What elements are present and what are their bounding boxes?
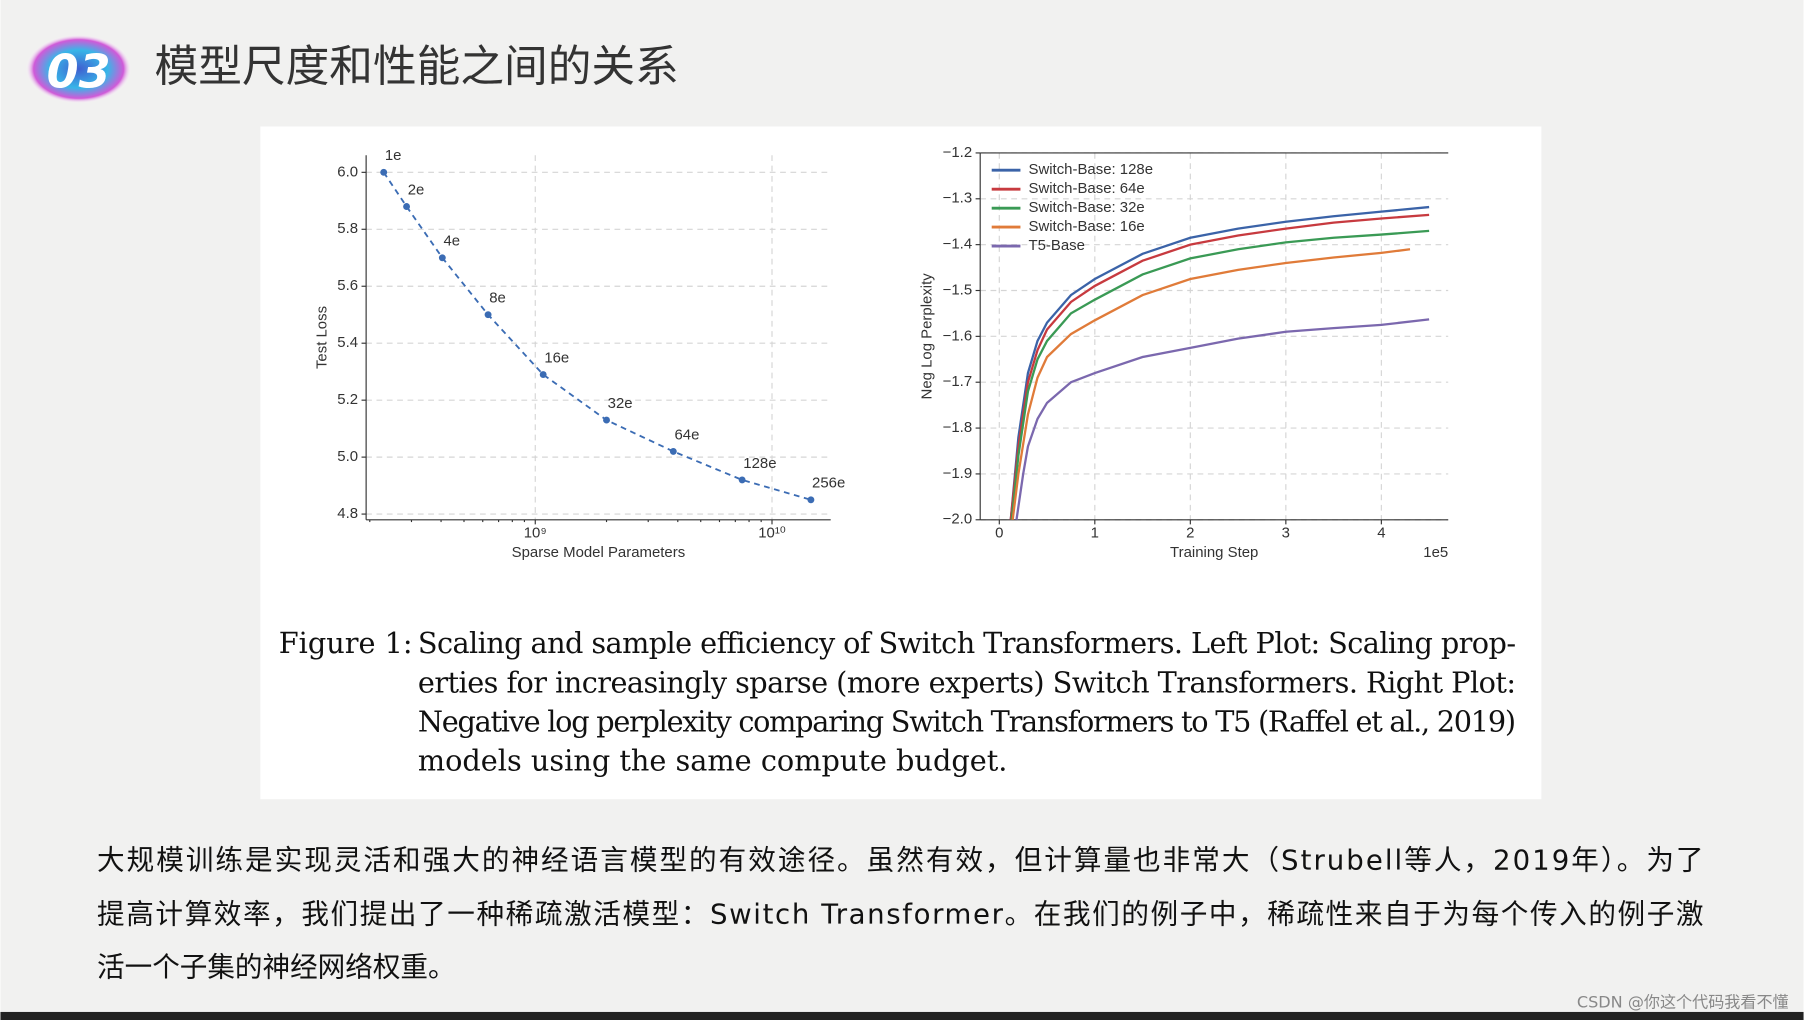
y-tick-label: −1.2 <box>943 144 973 161</box>
point-label: 4e <box>443 233 460 250</box>
y-tick-label: 5.2 <box>337 391 358 408</box>
y-tick-label: −1.6 <box>943 327 973 344</box>
y-tick-label: 5.0 <box>337 448 358 465</box>
watermark: CSDN @你这个代码我看不懂 <box>1577 992 1789 1011</box>
legend-label: Switch-Base: 128e <box>1028 161 1153 178</box>
y-axis-label: Test Loss <box>313 306 330 369</box>
data-point <box>669 447 677 455</box>
y-tick-label: 5.6 <box>337 277 358 294</box>
data-point <box>738 476 746 484</box>
caption-line: Negative log perplexity comparing Switch… <box>418 704 1516 738</box>
y-tick-label: 6.0 <box>337 163 358 180</box>
data-point <box>438 254 446 262</box>
y-tick-label: 4.8 <box>337 505 358 522</box>
data-line <box>1010 229 1430 520</box>
y-tick-label: −1.8 <box>943 419 973 436</box>
x-tick-label: 3 <box>1282 525 1290 542</box>
charts: 4.8 5.0 5.2 5.4 5.6 5.8 6.0 10⁹ 10¹⁰ Sparse Model… <box>313 144 1449 561</box>
data-line <box>1009 213 1430 520</box>
bottom-bar <box>0 1011 1804 1020</box>
badge-blob <box>25 34 132 104</box>
point-label: 64e <box>674 426 699 443</box>
data-point <box>603 416 610 424</box>
y-tick-label: −1.5 <box>943 281 973 298</box>
badge: 03 <box>47 44 111 98</box>
data-line <box>1011 248 1411 520</box>
y-axis-label: Neg Log Perplexity <box>918 273 935 400</box>
legend-label: Switch-Base: 16e <box>1028 218 1144 235</box>
y-tick-label: 5.4 <box>337 334 358 351</box>
x-tick-label: 4 <box>1377 525 1385 542</box>
caption-line: models using the same compute budget. <box>418 743 1008 777</box>
legend-label: Switch-Base: 32e <box>1028 199 1144 216</box>
legend-label: T5-Base <box>1028 237 1084 254</box>
slide-title: 模型尺度和性能之间的关系 <box>155 42 679 93</box>
point-label: 32e <box>608 395 633 412</box>
data-point <box>539 371 547 378</box>
y-tick-label: −1.7 <box>943 373 973 390</box>
x-tick-label: 10¹⁰ <box>758 525 786 542</box>
body-line: 活一个子集的神经网络权重。 <box>97 950 456 983</box>
point-label: 1e <box>385 147 402 164</box>
caption: Figure 1: Scaling and sample efficiency … <box>279 626 1516 777</box>
y-tick-label: 5.8 <box>337 220 358 237</box>
point-label: 8e <box>489 290 506 307</box>
body-line: 提高计算效率，我们提出了一种稀疏激活模型：Switch Transformer。… <box>97 897 1703 930</box>
x-tick-label: 10⁹ <box>524 525 547 542</box>
data-point <box>807 496 815 504</box>
data-point <box>380 168 388 176</box>
x-tick-label: 0 <box>995 525 1003 542</box>
body-line: 大规模训练是实现灵活和强大的神经语言模型的有效途径。虽然有效，但计算量也非常大（… <box>97 843 1703 876</box>
x-axis-label: Training Step <box>1170 544 1258 561</box>
caption-line: erties for increasingly sparse (more exp… <box>418 665 1516 699</box>
data-line <box>1015 318 1430 520</box>
point-label: 2e <box>408 181 425 198</box>
point-label: 256e <box>812 475 845 492</box>
data-point <box>403 203 411 210</box>
caption-line: Scaling and sample efficiency of Switch … <box>418 626 1516 660</box>
x-axis-label: Sparse Model Parameters <box>512 544 686 561</box>
caption-label: Figure 1: <box>279 626 413 660</box>
legend-label: Switch-Base: 64e <box>1028 180 1144 197</box>
y-tick-label: −1.3 <box>943 190 973 207</box>
x-tick-label: 2 <box>1186 525 1194 542</box>
data-line <box>382 171 812 501</box>
data-line <box>1009 205 1430 520</box>
point-label: 128e <box>743 455 776 472</box>
y-tick-label: −1.4 <box>943 236 973 253</box>
x-tick-label: 1 <box>1091 525 1099 542</box>
x-offset-label: 1e5 <box>1423 544 1448 561</box>
y-tick-label: −2.0 <box>943 511 973 528</box>
y-tick-label: −1.9 <box>943 465 973 482</box>
point-label: 16e <box>544 349 569 366</box>
body-text: 大规模训练是实现灵活和强大的神经语言模型的有效途径。虽然有效，但计算量也非常大（… <box>97 843 1703 983</box>
data-point <box>484 311 492 319</box>
